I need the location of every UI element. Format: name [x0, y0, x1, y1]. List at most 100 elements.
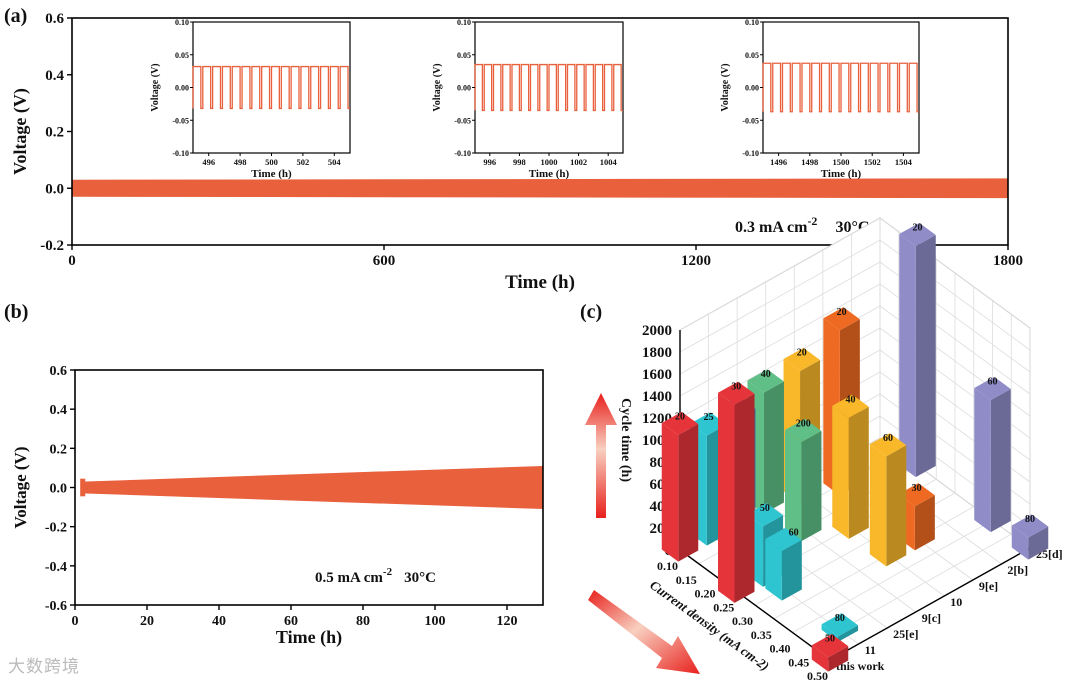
panel-c-chart: 02004006008001000120014001600180020000.1… [585, 217, 1063, 683]
bar-side [914, 495, 935, 551]
bar-front [784, 430, 802, 542]
inset-x-tick-label: 1496 [770, 157, 787, 167]
bar-top [784, 418, 822, 443]
inset-x-tick-label: 496 [202, 157, 215, 167]
z-tick-label: 2000 [642, 323, 672, 339]
bar-50: 50 [811, 634, 849, 672]
x-tick-label: 120 [497, 614, 518, 629]
inset-y-tick-label: 0.00 [457, 84, 471, 93]
x-tick-label: 20 [140, 614, 154, 629]
bar-40: 40 [832, 394, 869, 539]
bar-value-label: 30 [912, 483, 922, 494]
inset-y-tick-label: -0.10 [742, 149, 759, 158]
x-tick-label: 0 [72, 614, 79, 629]
bar-top [811, 634, 849, 658]
density-tick-label: 0.50 [807, 669, 828, 683]
bar-top [898, 483, 935, 507]
category-tick-label: 9[e] [979, 579, 998, 593]
y-tick-label: 0.0 [45, 181, 64, 197]
inset-x-tick-label: 1500 [833, 157, 850, 167]
inset-y-tick-label: 0.05 [745, 51, 759, 60]
density-tick-label: 0.20 [695, 587, 716, 601]
bar-side [781, 539, 802, 601]
x-tick-label: 1200 [681, 253, 711, 269]
z-tick-label: 1400 [642, 389, 672, 405]
y-axis-label: Voltage (V) [10, 88, 31, 175]
inset-y-tick-label: 0.10 [457, 18, 471, 27]
bar-top [974, 376, 1011, 401]
bar-side [915, 234, 936, 478]
bar-value-label: 50 [760, 503, 770, 514]
grid-line [811, 314, 1012, 647]
bar-value-label: 60 [883, 433, 893, 444]
panel-b-chart: 0 20 40 60 80 100 120 -0.6 -0.4 -0.2 0.0 0.2 0.4 0.6 T… [11, 364, 544, 648]
y-tick-label: -0.2 [40, 238, 64, 254]
panel-a-chart: 0 600 1200 1800 -0.2 0.0 0.2 0.4 0.6 Time (h) Volt… [10, 11, 1023, 293]
bar-top [832, 394, 869, 418]
inset-voltage-trace [192, 65, 350, 110]
x-tick-label: 80 [356, 614, 370, 629]
x-tick-label: 1800 [993, 253, 1023, 269]
density-tick-label: 0.40 [770, 642, 791, 656]
bar-side [1028, 526, 1049, 560]
bar-front [1011, 525, 1029, 560]
condition-annotation: 0.5 mA cm-2 30°C [315, 566, 436, 586]
y-tick-label: 0.4 [50, 403, 68, 418]
inset-x-tick-label: 502 [297, 157, 310, 167]
panel-a-label: (a) [4, 5, 27, 27]
bar-front [765, 539, 782, 601]
bar-top [1011, 514, 1049, 538]
density-tick-label: 0.25 [713, 600, 734, 614]
density-axis [679, 549, 831, 661]
y-tick-label: 0.6 [50, 364, 68, 379]
density-tick-label: 0.35 [751, 628, 772, 642]
inset-x-tick-label: 996 [483, 157, 496, 167]
bar-front [811, 645, 829, 672]
x-tick-label: 100 [425, 614, 446, 629]
x-tick-label: 600 [373, 253, 396, 269]
voltage-band [82, 465, 543, 510]
inset-x-tick-label: 1504 [895, 157, 913, 167]
bar-side [990, 388, 1011, 533]
inset-y-tick-label: -0.10 [172, 149, 189, 158]
inset-x-tick-label: 504 [328, 157, 342, 167]
panel-b-label: (b) [4, 301, 28, 323]
y-tick-label: 0.6 [45, 11, 64, 27]
inset-x-tick-label: 1002 [570, 157, 587, 167]
bar-front [832, 405, 849, 539]
bar-value-label: 60 [789, 528, 799, 539]
category-tick-label: 2[b] [1007, 563, 1028, 577]
bar-200: 200 [784, 418, 822, 542]
grid-line [736, 259, 937, 592]
x-tick-label: 40 [212, 614, 226, 629]
bar-side [801, 430, 822, 542]
bar-front [869, 444, 887, 567]
y-tick-label: -0.4 [45, 560, 67, 575]
inset-x-axis-label: Time (h) [821, 168, 862, 180]
inset-x-tick-label: 1498 [801, 157, 818, 167]
inset-x-tick-label: 998 [513, 157, 526, 167]
inset-y-tick-label: -0.10 [454, 149, 471, 158]
bar-side [886, 445, 907, 567]
density-tick-label: 0.15 [676, 573, 697, 587]
bar-front [974, 388, 991, 533]
inset-x-tick-label: 1004 [600, 157, 618, 167]
grid-line [773, 286, 975, 620]
bar-value-label: 20 [913, 223, 923, 234]
voltage-band [72, 178, 1008, 199]
bar-value-label: 50 [825, 634, 835, 645]
up-arrow-icon [585, 393, 617, 518]
bar-60: 60 [869, 433, 907, 567]
bar-value-label: 25 [704, 412, 714, 423]
bar-60: 60 [765, 528, 802, 601]
bar-top [718, 381, 755, 405]
bar-top [765, 527, 802, 552]
bar-side [678, 423, 699, 562]
y-tick-label: 0.4 [45, 68, 64, 84]
bar-top [823, 307, 860, 331]
inset-y-tick-label: 0.00 [175, 84, 189, 93]
inset-voltage-trace [762, 62, 919, 113]
bar-value-label: 60 [988, 377, 998, 388]
inset-y-axis-label: Voltage (V) [150, 63, 161, 111]
